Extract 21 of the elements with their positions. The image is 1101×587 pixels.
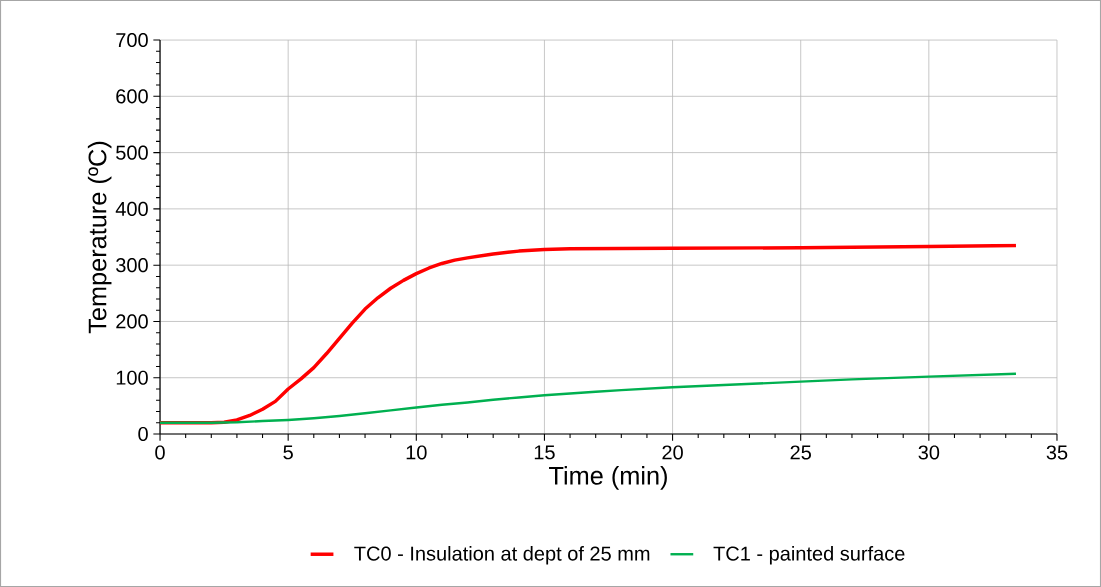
y-tick-label: 400 xyxy=(115,201,148,216)
x-tick-label: 20 xyxy=(662,445,683,460)
y-tick-label: 300 xyxy=(116,258,148,273)
y-tick-label: 700 xyxy=(116,32,148,48)
x-tick-label: 30 xyxy=(918,445,940,460)
y-axis-title: Temperature (ºC) xyxy=(87,141,112,334)
x-axis-title: Time (min) xyxy=(549,466,667,490)
y-tick-label: 500 xyxy=(116,145,148,160)
y-tick-label: 200 xyxy=(116,314,148,329)
x-tick-label: 15 xyxy=(534,445,555,460)
y-tick-label: 0 xyxy=(138,426,148,442)
x-tick-label: 35 xyxy=(1046,445,1068,460)
y-tick-label: 600 xyxy=(116,89,148,104)
line-series xyxy=(160,372,1018,424)
x-tick-label: 10 xyxy=(406,445,427,460)
legend-label: TC1 - painted surface xyxy=(713,545,905,565)
y-tick-label: 100 xyxy=(116,370,148,385)
x-tick-label: 25 xyxy=(790,445,811,460)
x-tick-label: 0 xyxy=(155,445,165,460)
legend-label: TC0 - Insulation at dept of 25 mm xyxy=(354,545,650,565)
x-tick-label: 5 xyxy=(283,445,293,460)
